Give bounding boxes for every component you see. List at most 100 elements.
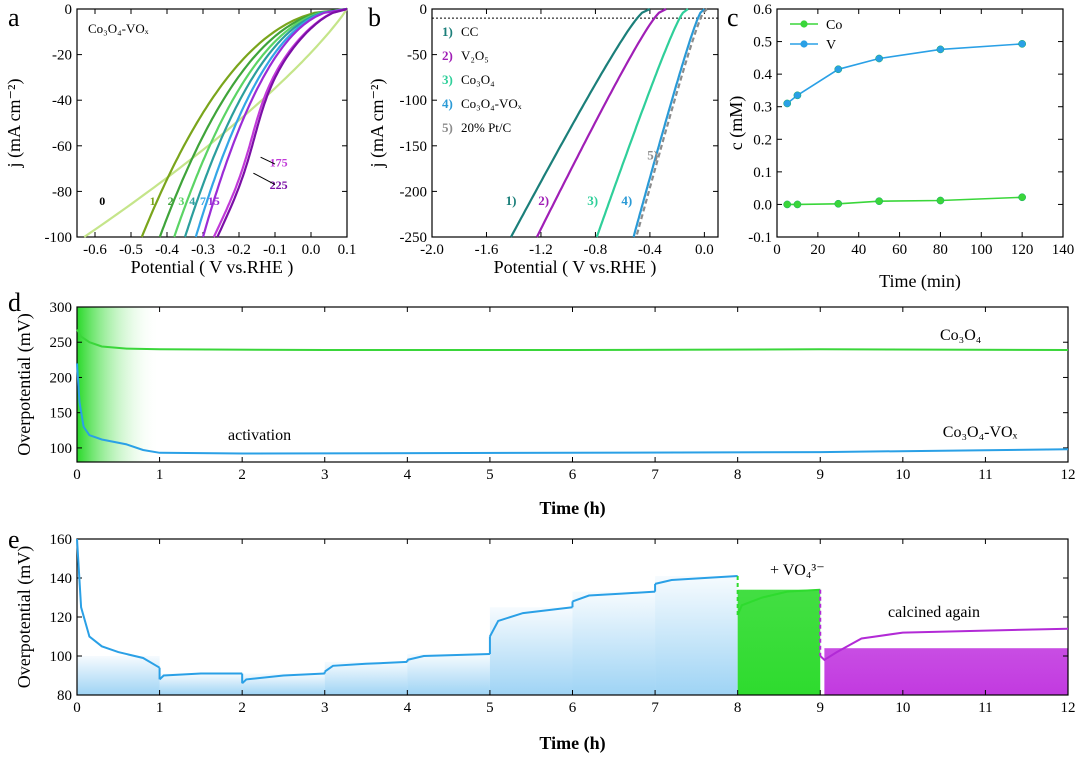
label-pointer (253, 172, 276, 186)
shade-block (489, 607, 573, 695)
legend-number: 5) (442, 120, 453, 135)
panel-a-letter: a (8, 3, 20, 32)
series-line-Co₃O₄-VOₓ (489, 606, 573, 637)
shade-block (242, 673, 325, 695)
y-tick-label: 0.4 (753, 67, 772, 83)
x-tick-label: 8 (734, 467, 742, 483)
x-tick-label: -0.8 (584, 242, 608, 258)
legend-label: Co (826, 18, 842, 33)
x-tick-label: 2 (238, 467, 246, 483)
y-tick-label: -250 (400, 230, 428, 246)
y-tick-label: -150 (400, 139, 428, 155)
legend-number: 1) (442, 24, 453, 39)
label-pointer (260, 156, 276, 165)
curve-1) CC (510, 8, 651, 238)
x-tick-label: 7 (651, 700, 659, 716)
curve-225 (216, 7, 348, 238)
plot-frame (776, 8, 1064, 238)
y-tick-label: -0.1 (748, 230, 772, 246)
legend-entry: Co₃O₄-VOₓ (461, 96, 522, 111)
curve-7 (194, 7, 348, 238)
panel-b-letter: b (368, 3, 381, 32)
x-tick-label: -0.3 (191, 242, 215, 258)
plot-frame (431, 8, 719, 238)
curve-15 (201, 7, 348, 238)
x-tick-label: 0 (773, 242, 781, 258)
activation-shade (77, 307, 160, 462)
y-tick-label: 160 (50, 532, 73, 548)
data-point (936, 45, 945, 54)
y-axis-label: Overpotential (mV) (14, 546, 35, 688)
curve-label: 7 (200, 194, 206, 208)
x-tick-label: 9 (817, 700, 825, 716)
annotation: activation (228, 427, 291, 444)
y-axis-label: c (mM) (726, 96, 747, 150)
y-tick-label: 0 (65, 2, 73, 18)
x-tick-label: 6 (569, 700, 577, 716)
y-tick-label: 0.3 (753, 100, 772, 116)
x-tick-label: 11 (978, 700, 992, 716)
series-line-Co₃O₄-VOₓ (158, 672, 243, 681)
curve-2) V₂O₅ (535, 8, 667, 238)
shade-block-calcined (824, 648, 1068, 695)
y-axis-label: j (mA cm⁻²) (367, 79, 388, 169)
series-line-Co₃O₄-VOₓ (407, 653, 490, 661)
x-axis-label: Time (min) (879, 271, 961, 292)
x-tick-label: 5 (486, 467, 494, 483)
y-tick-label: -100 (45, 230, 73, 246)
data-point (783, 99, 792, 108)
x-tick-label: 10 (895, 467, 910, 483)
curve-label: 5) (647, 147, 658, 162)
x-tick-label: 120 (1011, 242, 1034, 258)
y-tick-label: 80 (57, 688, 72, 704)
curve-label: 2 (168, 194, 174, 208)
x-tick-label: 0.1 (338, 242, 357, 258)
curve-label: 225 (270, 178, 288, 192)
curve-3) Co₃O₄ (595, 8, 689, 238)
y-tick-label: 200 (50, 370, 73, 386)
curve-3 (173, 7, 348, 238)
x-tick-label: -0.4 (155, 242, 179, 258)
x-tick-label: -1.6 (475, 242, 499, 258)
series-line-Co₃O₄-VOₓ (76, 538, 161, 669)
curve-1 (140, 7, 348, 238)
data-point (783, 200, 792, 209)
y-tick-label: 0.6 (753, 2, 772, 18)
shade-block-vo4 (737, 589, 821, 695)
y-tick-label: -60 (52, 139, 72, 155)
x-tick-label: 1 (156, 467, 164, 483)
data-point (875, 197, 883, 206)
x-tick-label: 60 (892, 242, 907, 258)
x-tick-label: 9 (817, 467, 825, 483)
series-line-Co₃O₄-VOₓ (241, 672, 325, 685)
y-tick-label: 0.2 (753, 132, 772, 148)
panel-d: d0 1 2 3 4 5 6 7 8 9 10 11 12300250200150100activati… (8, 288, 1076, 519)
y-tick-label: -20 (52, 48, 72, 64)
x-tick-label: 12 (1061, 467, 1076, 483)
x-tick-label: -0.1 (263, 242, 287, 258)
curve-175 (212, 7, 348, 238)
x-tick-label: 0.0 (695, 242, 714, 258)
series-line-Co₃O₄ (76, 328, 1069, 351)
curve-label: 3 (178, 194, 184, 208)
series-line-calcined again (819, 627, 1069, 662)
data-point (793, 200, 802, 209)
curve-label: 175 (270, 155, 288, 169)
legend-entry: Co₃O₄ (461, 72, 495, 87)
data-point (834, 65, 843, 74)
curve-label: 0 (99, 194, 105, 208)
data-point (1018, 193, 1026, 202)
x-tick-label: 3 (321, 700, 329, 716)
shade-block (324, 661, 408, 695)
plot-frame (76, 306, 1069, 463)
x-tick-label: 80 (933, 242, 948, 258)
x-tick-label: 6 (569, 467, 577, 483)
legend-number: 3) (442, 72, 453, 87)
y-tick-label: 100 (50, 649, 73, 665)
y-axis-label: Overpotential (mV) (14, 313, 35, 455)
panel-c-letter: c (727, 3, 739, 32)
plot-frame (76, 8, 348, 238)
shade-block (77, 656, 160, 695)
legend-entry: V₂O₅ (461, 48, 489, 63)
